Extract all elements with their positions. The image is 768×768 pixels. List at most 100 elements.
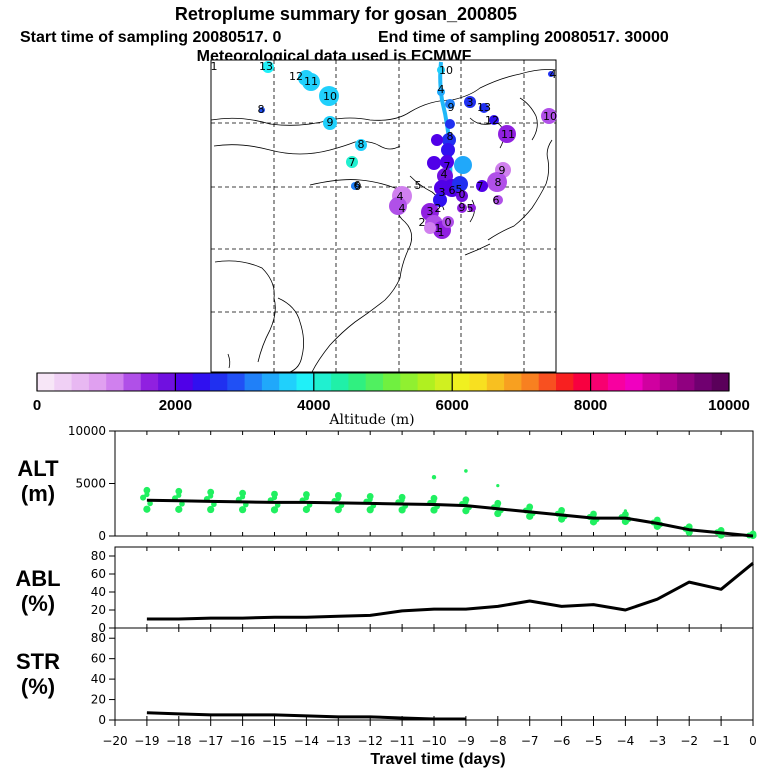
- alt-scatter-point: [143, 486, 151, 494]
- plume-centroid-point: [456, 190, 468, 202]
- plume-day-label: 5: [456, 183, 463, 196]
- alt-scatter-point: [144, 491, 150, 498]
- x-tick-label: 0: [749, 734, 757, 748]
- y-tick-label: 0: [98, 621, 106, 635]
- alt-scatter-point: [303, 495, 309, 501]
- plume-day-label: 4: [438, 83, 445, 96]
- x-tick-label: −2: [680, 734, 698, 748]
- plume-centroid-point: [389, 197, 407, 215]
- alt-scatter-point: [179, 501, 185, 507]
- colorbar-tick-label: 2000: [159, 397, 192, 414]
- plume-day-label: 3: [439, 186, 446, 199]
- alt-scatter-point: [175, 487, 183, 495]
- colorbar-cell: [313, 373, 332, 391]
- plume-centroid-point: [427, 156, 441, 170]
- colorbar-cell: [538, 373, 557, 391]
- plume-centroid-point: [445, 119, 455, 129]
- x-tick-label: −9: [457, 734, 475, 748]
- x-tick-label: −12: [358, 734, 383, 748]
- plume-day-label: 8: [447, 130, 454, 143]
- alt-scatter-point: [496, 484, 500, 488]
- plume-centroid-point: [479, 103, 489, 113]
- plume-centroid-point: [452, 176, 468, 192]
- str-panel-unit: (%): [21, 674, 55, 699]
- plume-day-label: 9: [327, 116, 334, 129]
- plume-day-label: 6: [493, 194, 500, 207]
- alt-scatter-point: [334, 506, 342, 514]
- colorbar-cell: [365, 373, 384, 391]
- plume-day-label: 4: [399, 202, 406, 215]
- plume-centroid-point: [440, 155, 454, 169]
- map-gridlines: [211, 60, 556, 372]
- plume-day-label: 10: [323, 90, 337, 103]
- alt-scatter-point: [147, 500, 153, 507]
- colorbar-cell: [556, 373, 574, 391]
- colorbar-cell: [434, 373, 453, 391]
- plume-centroid-point: [346, 156, 358, 168]
- plume-day-label: 4: [550, 68, 557, 81]
- plume-centroid-point: [457, 203, 467, 213]
- plume-day-label: 9: [499, 164, 506, 177]
- plume-centroid-point: [431, 134, 443, 146]
- str-plot-frame: [114, 627, 754, 721]
- colorbar-cell: [694, 373, 713, 391]
- abl-panel: ABL (%) 0 20 40 60 80: [15, 546, 754, 635]
- plume-day-label: 9: [355, 180, 362, 193]
- x-tick-label: −11: [389, 734, 414, 748]
- alt-scatter-point: [208, 493, 214, 499]
- x-tick-label: −4: [617, 734, 635, 748]
- colorbar-cell: [417, 373, 436, 391]
- colorbar-tick-label: 8000: [574, 397, 607, 414]
- plume-day-label: 4: [397, 190, 404, 203]
- str-panel-title: STR: [16, 649, 60, 674]
- abl-panel-unit: (%): [21, 591, 55, 616]
- x-tick-label: −16: [230, 734, 255, 748]
- plume-day-label: 13: [477, 101, 491, 114]
- plume-day-label: 0: [445, 216, 452, 229]
- y-tick-label: 40: [91, 585, 106, 599]
- plume-centroid-point: [262, 61, 274, 73]
- x-tick-label: −15: [262, 734, 287, 748]
- plume-centroid-point: [468, 204, 476, 212]
- alt-panel: ALT (m) 0 5000 10000: [17, 424, 757, 543]
- colorbar-cell: [469, 373, 488, 391]
- alt-panel-unit: (m): [21, 481, 55, 506]
- alt-scatter-point: [367, 496, 373, 502]
- alt-scatter-point: [495, 502, 501, 509]
- alt-series-line: [146, 498, 754, 538]
- plume-centroid-point: [464, 96, 476, 108]
- colorbar-cell: [71, 373, 90, 391]
- plume-day-label: 8: [258, 103, 265, 116]
- y-tick-label: 60: [91, 567, 106, 581]
- colorbar-tick-label: 0: [33, 397, 41, 414]
- y-tick-label: 0: [98, 713, 106, 727]
- plume-day-label: 3: [427, 205, 434, 218]
- plume-centroid-point: [351, 182, 359, 190]
- alt-scatter-point: [176, 492, 182, 498]
- colorbar-cell: [383, 373, 401, 391]
- x-tick-label: −7: [521, 734, 539, 748]
- x-tick-label: −17: [198, 734, 223, 748]
- colorbar-cell: [573, 373, 591, 391]
- colorbar-cell: [504, 373, 522, 391]
- plume-day-label: 10: [543, 110, 557, 123]
- plume-day-label: 0: [459, 188, 466, 201]
- plume-centroid-point: [541, 108, 557, 124]
- plume-centroid-point: [441, 143, 455, 157]
- y-tick-label: 20: [91, 693, 106, 707]
- figure-title: Retroplume summary for gosan_200805: [175, 4, 517, 24]
- alt-scatter-point: [463, 499, 469, 505]
- map-frame: [210, 59, 557, 373]
- alt-scatter-point: [143, 505, 151, 513]
- alt-scatter-point: [239, 489, 247, 497]
- alt-scatter-point: [240, 494, 246, 500]
- colorbar-cell: [175, 373, 194, 391]
- colorbar-cell: [625, 373, 643, 391]
- colorbar-cell: [88, 373, 107, 391]
- colorbar-cell: [123, 373, 142, 391]
- alt-scatter-point: [175, 505, 183, 513]
- alt-scatter-point: [399, 497, 405, 503]
- colorbar-cell: [227, 373, 245, 391]
